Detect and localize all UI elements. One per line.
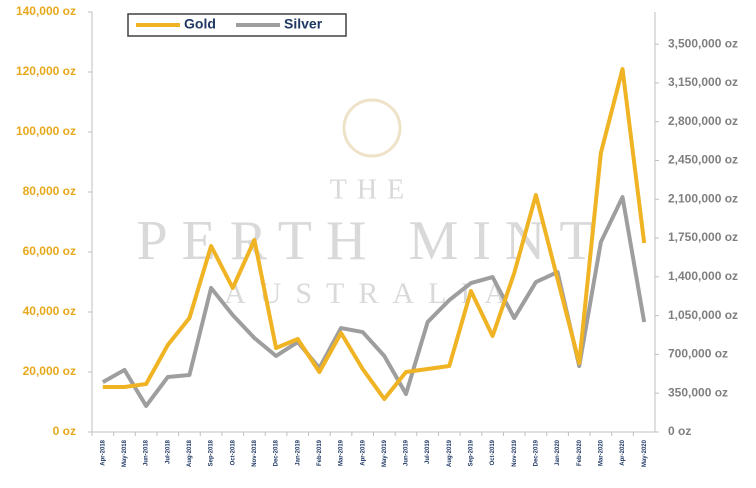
legend: Gold Silver — [127, 13, 347, 37]
y2-tick-label: 700,000 oz — [668, 347, 728, 361]
y-tick-label: 140,000 oz — [16, 4, 76, 18]
y2-tick-label: 2,100,000 oz — [668, 191, 738, 205]
x-tick-label: Nov-2019 — [512, 439, 518, 466]
x-tick-label: Jun-2018 — [144, 439, 150, 466]
x-tick-label: Aug-2018 — [187, 439, 193, 467]
x-tick-label: Jan-2020 — [555, 439, 561, 465]
x-tick-label: Jan-2019 — [295, 439, 301, 465]
x-tick-label: Jul-2019 — [425, 439, 431, 464]
x-tick-label: Sep-2019 — [469, 439, 475, 466]
y-tick-label: 80,000 oz — [23, 184, 76, 198]
x-tick-label: Feb-2019 — [317, 439, 323, 466]
watermark-text: THE — [330, 174, 414, 205]
y-tick-label: 40,000 oz — [23, 304, 76, 318]
x-tick-label: Nov-2018 — [252, 439, 258, 466]
y2-tick-label: 3,500,000 oz — [668, 36, 738, 50]
y-tick-label: 100,000 oz — [16, 124, 76, 138]
y2-tick-label: 2,450,000 oz — [668, 153, 738, 167]
y2-tick-label: 0 oz — [668, 424, 691, 438]
legend-label: Gold — [184, 16, 216, 32]
y2-tick-label: 350,000 oz — [668, 385, 728, 399]
x-tick-label: Feb-2020 — [577, 439, 583, 466]
x-tick-label: Aug-2019 — [447, 439, 453, 467]
x-tick-label: Sep-2018 — [209, 439, 215, 466]
y2-tick-label: 1,050,000 oz — [668, 308, 738, 322]
x-tick-label: May-2020 — [642, 439, 648, 467]
x-tick-label: May-2018 — [122, 439, 128, 467]
y-tick-label: 120,000 oz — [16, 64, 76, 78]
legend-label: Silver — [284, 16, 323, 32]
y2-tick-label: 2,800,000 oz — [668, 114, 738, 128]
x-tick-label: Oct-2018 — [230, 439, 236, 465]
y-tick-label: 0 oz — [53, 424, 76, 438]
series-line — [102, 67, 647, 401]
x-tick-label: Dec-2019 — [533, 439, 539, 466]
x-tick-label: Apr-2019 — [360, 439, 366, 465]
x-tick-label: Jul-2018 — [165, 439, 171, 464]
x-tick-label: Apr-2020 — [620, 439, 626, 465]
series-line — [101, 195, 647, 408]
x-tick-label: Dec-2018 — [274, 439, 280, 466]
x-tick-label: Mar-2020 — [598, 439, 604, 466]
y-tick-label: 20,000 oz — [23, 364, 76, 378]
y-tick-label: 60,000 oz — [23, 244, 76, 258]
x-tick-label: Jun-2019 — [404, 439, 410, 466]
x-tick-label: Mar-2019 — [339, 439, 345, 466]
x-tick-label: Oct-2019 — [490, 439, 496, 465]
y2-tick-label: 1,400,000 oz — [668, 269, 738, 283]
y2-tick-label: 3,150,000 oz — [668, 75, 738, 89]
watermark-logo — [342, 98, 402, 158]
y2-tick-label: 1,750,000 oz — [668, 230, 738, 244]
x-tick-label: Apr-2018 — [100, 439, 106, 465]
x-tick-label: May-2019 — [382, 439, 388, 467]
